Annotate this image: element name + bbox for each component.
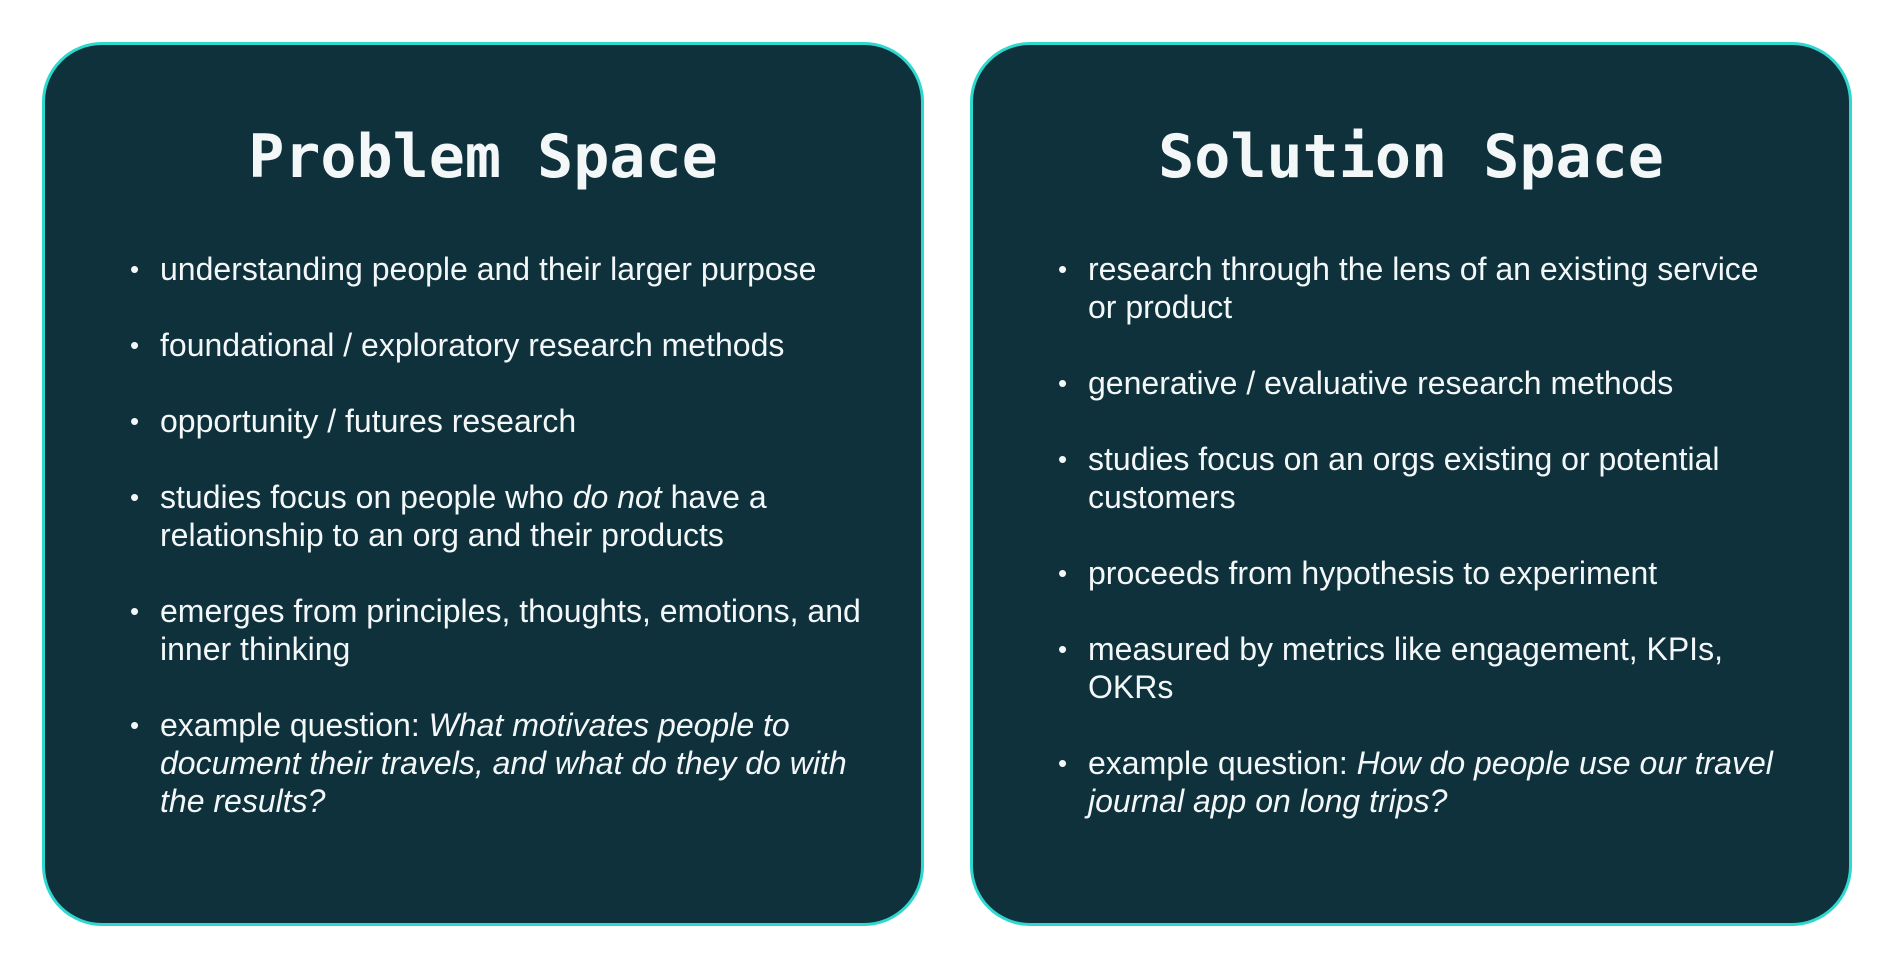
list-item: • studies focus on an orgs existing or po… — [1058, 440, 1789, 516]
list-item-text: emerges from principles, thoughts, emoti… — [160, 593, 861, 667]
bullet-dot-icon: • — [130, 482, 140, 512]
list-item: • opportunity / futures research — [130, 402, 861, 440]
bullet-dot-icon: • — [1058, 368, 1068, 398]
list-item-text: measured by metrics like engagement, KPI… — [1088, 631, 1723, 705]
list-item: • generative / evaluative research method… — [1058, 364, 1789, 402]
list-item-emphasis-text: How do people use our travel journal app… — [1088, 745, 1773, 819]
list-item-text: proceeds from hypothesis to experiment — [1088, 555, 1658, 591]
list-item-emphasis-text: do not — [572, 479, 662, 515]
bullet-dot-icon: • — [1058, 634, 1068, 664]
list-item: • emerges from principles, thoughts, emot… — [130, 592, 861, 668]
list-item-text: studies focus on people who — [160, 479, 573, 515]
list-item-text: foundational / exploratory research meth… — [160, 327, 785, 363]
solution-space-list: • research through the lens of an existin… — [1058, 250, 1789, 858]
problem-space-title: Problem Space — [248, 122, 718, 192]
list-item-text: understanding people and their larger pu… — [160, 251, 817, 287]
list-item: • measured by metrics like engagement, KP… — [1058, 630, 1789, 706]
bullet-dot-icon: • — [130, 596, 140, 626]
problem-space-list: • understanding people and their larger p… — [130, 250, 861, 858]
solution-space-panel: Solution Space • research through the len… — [970, 42, 1852, 926]
list-item: • understanding people and their larger p… — [130, 250, 861, 288]
bullet-dot-icon: • — [1058, 444, 1068, 474]
solution-space-title: Solution Space — [1158, 122, 1664, 192]
list-item: • example question: What motivates people… — [130, 706, 861, 820]
list-item: • studies focus on people who do not have… — [130, 478, 861, 554]
bullet-dot-icon: • — [130, 254, 140, 284]
list-item: • proceeds from hypothesis to experiment — [1058, 554, 1789, 592]
bullet-dot-icon: • — [130, 406, 140, 436]
bullet-dot-icon: • — [130, 710, 140, 740]
problem-space-panel: Problem Space • understanding people and … — [42, 42, 924, 926]
bullet-dot-icon: • — [1058, 254, 1068, 284]
bullet-dot-icon: • — [130, 330, 140, 360]
list-item-text: studies focus on an orgs existing or pot… — [1088, 441, 1720, 515]
list-item-text: research through the lens of an existing… — [1088, 251, 1759, 325]
bullet-dot-icon: • — [1058, 558, 1068, 588]
list-item-text: generative / evaluative research methods — [1088, 365, 1674, 401]
bullet-dot-icon: • — [1058, 748, 1068, 778]
list-item: • foundational / exploratory research met… — [130, 326, 861, 364]
list-item: • example question: How do people use our… — [1058, 744, 1789, 820]
list-item: • research through the lens of an existin… — [1058, 250, 1789, 326]
list-item-emphasis-text: What motivates people to document their … — [160, 707, 847, 819]
list-item-text: opportunity / futures research — [160, 403, 577, 439]
list-item-text: example question: — [1088, 745, 1357, 781]
list-item-text: example question: — [160, 707, 429, 743]
list-item-text: have a relationship to an org and their … — [160, 479, 767, 553]
